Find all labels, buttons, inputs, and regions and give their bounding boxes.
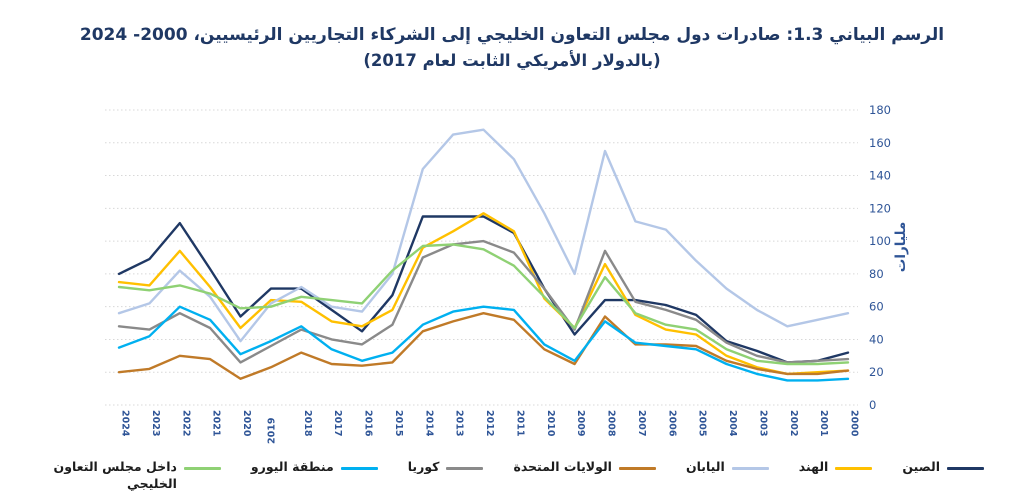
x-tick-2002: 2002 [788, 410, 799, 436]
series-line-japan [117, 128, 850, 343]
legend-label-euro-area: منطقة اليورو [250, 459, 334, 474]
legend-item-united-states: الولايات المتحدة [513, 459, 656, 476]
x-tick-2014: 2014 [423, 410, 434, 437]
legend-swatch-china [947, 467, 984, 470]
x-tick-2023: 2023 [150, 410, 161, 436]
x-tick-2017: 2017 [332, 410, 343, 436]
x-tick-2000: 2000 [849, 410, 860, 437]
legend-item-euro-area: منطقة اليورو [251, 459, 378, 476]
x-tick-2015: 2015 [393, 410, 404, 436]
chart-legend: الصين الهند اليابان الولايات المتحدة كوريا من… [0, 459, 1024, 493]
y-tick-120: 120 [869, 201, 891, 215]
y-tick-40: 40 [869, 332, 884, 346]
legend-item-japan: اليابان [686, 459, 769, 476]
legend-swatch-japan [731, 467, 769, 470]
y-tick-80: 80 [869, 267, 884, 281]
x-tick-2018: 2018 [302, 410, 313, 437]
y-tick-60: 60 [869, 300, 884, 314]
legend-item-korea: كوريا [408, 459, 484, 476]
legend-item-intra-gcc: داخل مجلس التعاون الخليجي [40, 459, 221, 493]
series-line-united-states [117, 312, 850, 380]
series-line-india [117, 212, 850, 376]
x-tick-2004: 2004 [727, 410, 738, 437]
legend-item-china: الصين [902, 459, 984, 476]
y-tick-0: 0 [869, 398, 876, 412]
series-line-euro-area [117, 305, 850, 382]
x-tick-2005: 2005 [697, 410, 708, 436]
legend-swatch-india [835, 467, 873, 470]
y-tick-140: 140 [869, 169, 891, 183]
y-tick-180: 180 [869, 103, 891, 117]
x-tick-2016: 2016 [363, 410, 374, 437]
legend-label-intra-gcc: داخل مجلس التعاون الخليجي [53, 459, 177, 491]
legend-swatch-korea [446, 467, 484, 470]
y-tick-100: 100 [869, 234, 891, 248]
x-tick-2012: 2012 [484, 410, 495, 436]
x-tick-2001: 2001 [818, 410, 829, 436]
legend-label-korea: كوريا [407, 459, 440, 474]
x-tick-2020: 2020 [241, 410, 252, 437]
chart-title: الرسم البياني 1.3: صادرات دول مجلس التعا… [0, 22, 1024, 74]
chart-title-line1: الرسم البياني 1.3: صادرات دول مجلس التعا… [79, 25, 945, 45]
x-tick-2010: 2010 [545, 410, 556, 437]
series-line-intra-gcc [117, 243, 850, 366]
x-tick-2011: 2011 [514, 410, 525, 436]
legend-swatch-euro-area [340, 467, 378, 470]
chart-title-line2: (بالدولار الأمريكي الثابت لعام 2017) [363, 51, 661, 71]
series-line-korea [117, 239, 850, 364]
legend-item-india: الهند [799, 459, 873, 476]
series-line-china [117, 215, 850, 364]
x-tick-2013: 2013 [454, 410, 465, 436]
legend-label-china: الصين [902, 459, 940, 474]
x-tick-2003: 2003 [757, 410, 768, 436]
x-tick-2008: 2008 [606, 410, 617, 437]
legend-swatch-united-states [618, 467, 656, 470]
x-tick-2009: 2009 [575, 410, 586, 436]
y-axis-title: مليارات [893, 222, 909, 272]
x-tick-2022: 2022 [180, 410, 191, 436]
x-tick-2019: 2019 [266, 418, 277, 444]
x-tick-2024: 2024 [120, 410, 131, 437]
x-tick-2007: 2007 [636, 410, 647, 436]
legend-label-united-states: الولايات المتحدة [513, 459, 612, 474]
x-tick-2021: 2021 [211, 410, 222, 436]
y-tick-160: 160 [869, 136, 891, 150]
y-tick-20: 20 [869, 365, 884, 379]
legend-label-india: الهند [798, 459, 829, 474]
legend-swatch-intra-gcc [183, 467, 221, 470]
legend-label-japan: اليابان [685, 459, 725, 474]
x-tick-2006: 2006 [666, 410, 677, 437]
